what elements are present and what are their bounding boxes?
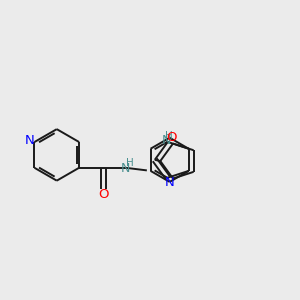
Text: N: N (25, 134, 35, 147)
Text: N: N (121, 162, 130, 175)
Text: O: O (167, 131, 177, 144)
Text: H: H (165, 131, 173, 141)
Text: N: N (165, 176, 175, 189)
Text: H: H (126, 158, 134, 168)
Text: O: O (98, 188, 109, 200)
Text: N: N (162, 134, 171, 147)
